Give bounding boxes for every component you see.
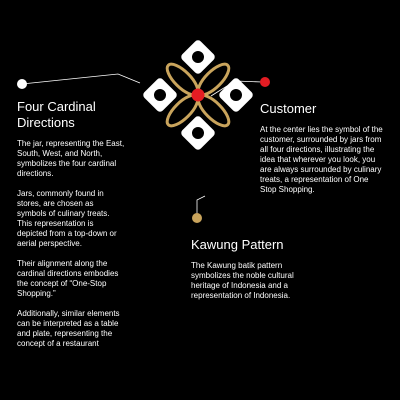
marker-dot-gold [192,213,202,223]
customer-heading: Customer [260,101,317,116]
marker-dot-white [17,79,27,89]
connector-left [21,73,141,85]
logo-emblem [143,40,253,150]
four-cardinal-directions-heading: Four Cardinal Directions [17,99,96,130]
bottom-paragraph: The Kawung batik pattern symbolizes the … [191,261,294,300]
center-customer-dot [191,88,205,102]
left-paragraph: Jars, commonly found in stores, are chos… [17,189,117,248]
jar-diamonds [143,40,253,150]
kawung-pattern-heading: Kawung Pattern [191,237,284,252]
connector-bottom [196,195,206,218]
left-paragraph: The jar, representing the East, South, W… [17,139,125,178]
kawung-pattern-block: Kawung Pattern The Kawung batik pattern … [191,237,319,311]
left-paragraph: Additionally, similar elements can be in… [17,309,120,348]
marker-dot-red [260,77,270,87]
right-paragraph: At the center lies the symbol of the cus… [260,125,383,194]
left-paragraph: Their alignment along the cardinal direc… [17,259,119,298]
four-cardinal-directions-block: Four Cardinal Directions The jar, repres… [17,99,125,359]
customer-block: Customer At the center lies the symbol o… [260,101,386,205]
